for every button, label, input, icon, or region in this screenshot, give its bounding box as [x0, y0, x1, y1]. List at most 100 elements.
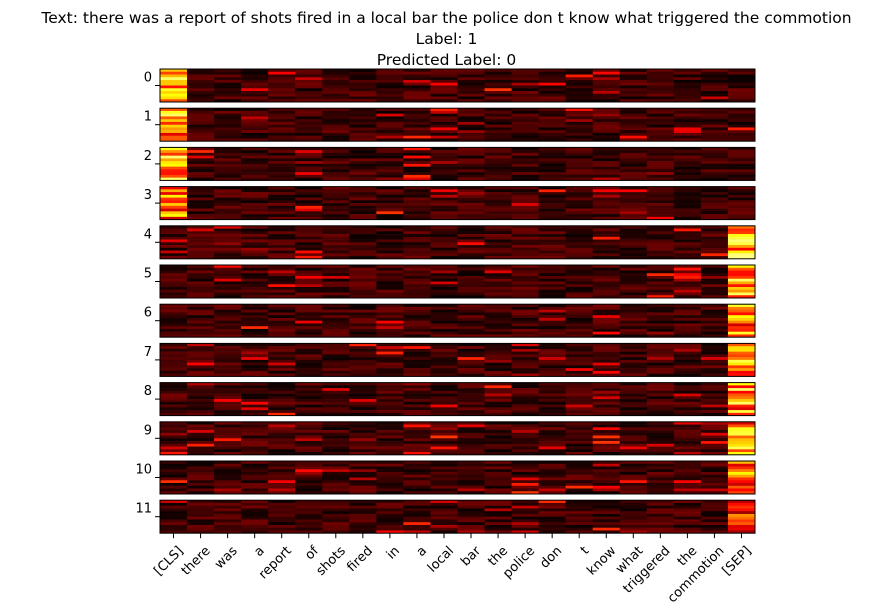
heatmap-cell	[538, 287, 567, 291]
heatmap-cell	[160, 155, 188, 159]
heatmap-cell	[673, 343, 702, 347]
heatmap-cell	[349, 424, 377, 428]
heatmap-cell	[214, 435, 242, 439]
heatmap-cell	[160, 116, 188, 120]
heatmap-cell	[484, 80, 512, 84]
heatmap-cell	[673, 74, 702, 78]
heatmap-cell	[484, 295, 512, 299]
heatmap-cell	[484, 390, 512, 394]
heatmap-cell	[619, 80, 648, 84]
heatmap-cell	[187, 359, 215, 363]
heatmap-cell	[646, 273, 675, 277]
heatmap-cell	[457, 430, 485, 434]
heatmap-cell	[700, 150, 729, 154]
heatmap-cell	[538, 404, 567, 408]
heatmap-cell	[727, 82, 756, 86]
heatmap-cell	[241, 273, 269, 277]
heatmap-cell	[457, 365, 485, 369]
heatmap-cell	[376, 208, 404, 212]
heatmap-cell	[241, 236, 269, 240]
heatmap-cell	[484, 292, 512, 296]
heatmap-cell	[214, 365, 242, 369]
heatmap-cell	[457, 208, 485, 212]
heatmap-cell	[538, 273, 567, 277]
heatmap-cell	[241, 147, 269, 151]
heatmap-cell	[430, 516, 458, 520]
heatmap-cell	[160, 200, 188, 204]
heatmap-cell	[700, 412, 729, 416]
heatmap-cell	[619, 121, 648, 125]
heatmap-cell	[430, 231, 458, 235]
heatmap-cell	[430, 80, 458, 84]
heatmap-cell	[592, 281, 621, 285]
heatmap-cell	[430, 323, 458, 327]
heatmap-cell	[268, 373, 296, 377]
heatmap-cell	[673, 390, 702, 394]
heatmap-cell	[403, 522, 431, 526]
heatmap-cell	[511, 421, 540, 425]
heatmap-cell	[592, 161, 621, 165]
heatmap-cell	[592, 276, 621, 280]
heatmap-cell	[322, 236, 350, 240]
heatmap-cell	[403, 483, 431, 487]
heatmap-cell	[565, 284, 594, 288]
heatmap-cell	[160, 443, 188, 447]
heatmap-cell	[538, 166, 567, 170]
heatmap-cell	[268, 172, 296, 176]
heatmap-cell	[727, 203, 756, 207]
x-tick-label: was	[212, 543, 241, 572]
heatmap-cell	[484, 466, 512, 470]
heatmap-cell	[511, 432, 540, 436]
heatmap-cell	[376, 443, 404, 447]
heatmap-cell	[322, 304, 350, 308]
heatmap-cell	[160, 469, 188, 473]
heatmap-cell	[160, 449, 188, 453]
heatmap-cell	[511, 113, 540, 117]
heatmap-cell	[160, 172, 188, 176]
heatmap-cell	[700, 127, 729, 131]
heatmap-cell	[457, 441, 485, 445]
heatmap-cell	[241, 461, 269, 465]
heatmap-cell	[241, 382, 269, 386]
heatmap-cell	[646, 346, 675, 350]
heatmap-cell	[511, 150, 540, 154]
heatmap-cell	[187, 270, 215, 274]
heatmap-cell	[349, 328, 377, 332]
heatmap-cell	[592, 320, 621, 324]
heatmap-cell	[268, 424, 296, 428]
heatmap-cell	[700, 477, 729, 481]
heatmap-cell	[268, 174, 296, 178]
heatmap-cell	[538, 477, 567, 481]
heatmap-cell	[484, 317, 512, 321]
heatmap-cell	[241, 163, 269, 167]
heatmap-cell	[295, 373, 323, 377]
heatmap-cell	[727, 74, 756, 78]
heatmap-cell	[430, 407, 458, 411]
heatmap-cell	[214, 172, 242, 176]
heatmap-cell	[376, 511, 404, 515]
heatmap-cell	[673, 88, 702, 92]
heatmap-cell	[295, 242, 323, 246]
heatmap-cell	[268, 124, 296, 128]
heatmap-cell	[295, 443, 323, 447]
heatmap-cell	[268, 135, 296, 139]
heatmap-cell	[241, 93, 269, 97]
heatmap-cell	[484, 169, 512, 173]
heatmap-cell	[403, 74, 431, 78]
heatmap-cell	[214, 500, 242, 504]
heatmap-cell	[241, 343, 269, 347]
heatmap-cell	[700, 527, 729, 531]
heatmap-cell	[700, 449, 729, 453]
heatmap-cell	[700, 446, 729, 450]
heatmap-cell	[673, 477, 702, 481]
heatmap-cell	[187, 348, 215, 352]
heatmap-cell	[700, 236, 729, 240]
heatmap-cell	[484, 516, 512, 520]
heatmap-cell	[268, 357, 296, 361]
heatmap-cell	[619, 491, 648, 495]
heatmap-cell	[214, 527, 242, 531]
heatmap-cell	[565, 130, 594, 134]
heatmap-cell	[646, 281, 675, 285]
heatmap-cell	[619, 116, 648, 120]
heatmap-cell	[349, 469, 377, 473]
